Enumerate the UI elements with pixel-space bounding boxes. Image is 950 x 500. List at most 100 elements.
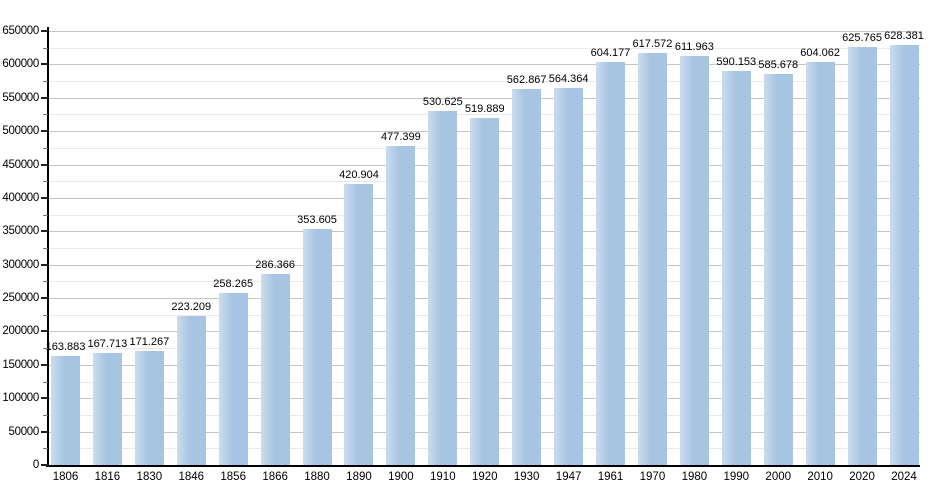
x-axis-tick-label: 2024 bbox=[891, 471, 917, 483]
bar-value-label: 477.399 bbox=[381, 131, 421, 143]
y-axis-tick bbox=[41, 163, 48, 166]
y-axis-minor-tick bbox=[43, 381, 48, 383]
y-axis-tick bbox=[41, 30, 48, 32]
y-axis-tick bbox=[41, 330, 48, 333]
y-axis-minor-tick bbox=[43, 281, 48, 283]
x-axis-tick-label: 1990 bbox=[723, 471, 750, 483]
y-axis-tick bbox=[41, 464, 48, 466]
bar bbox=[218, 293, 248, 465]
bar bbox=[260, 274, 290, 465]
y-axis-minor-tick bbox=[43, 181, 48, 183]
bar bbox=[344, 184, 374, 465]
x-axis-tick-label: 1930 bbox=[513, 471, 540, 483]
y-axis-minor-tick bbox=[43, 414, 48, 416]
y-axis-tick bbox=[41, 363, 48, 366]
bar-value-label: 353.605 bbox=[297, 214, 337, 226]
bar-value-label: 223.209 bbox=[171, 301, 212, 313]
y-axis-tick-label: 100000 bbox=[2, 392, 39, 405]
bar bbox=[51, 356, 80, 465]
y-axis-tick bbox=[41, 230, 48, 233]
y-axis-tick-label: 350000 bbox=[2, 225, 39, 238]
bar-value-label: 562.867 bbox=[506, 74, 547, 86]
bar-value-label: 420.904 bbox=[339, 169, 379, 181]
y-axis-tick-label: 200000 bbox=[2, 325, 39, 338]
x-axis-tick-label: 1961 bbox=[597, 471, 624, 483]
y-axis-minor-tick bbox=[43, 147, 48, 149]
y-axis-minor-tick bbox=[43, 314, 48, 316]
y-axis-tick-label: 150000 bbox=[2, 358, 39, 371]
bar bbox=[386, 146, 416, 465]
x-axis-tick-label: 2010 bbox=[807, 471, 833, 483]
y-axis-minor-tick bbox=[43, 248, 48, 249]
y-axis-tick bbox=[41, 430, 48, 433]
x-axis-tick-label: 1910 bbox=[430, 471, 456, 483]
bar bbox=[428, 111, 458, 465]
y-axis-tick bbox=[41, 263, 48, 266]
x-axis-tick-label: 1806 bbox=[52, 471, 79, 483]
bar bbox=[470, 118, 500, 465]
x-axis-tick-label: 2020 bbox=[849, 471, 875, 483]
bar-value-label: 167.713 bbox=[87, 338, 128, 350]
grid-line-major bbox=[48, 31, 920, 32]
bar-value-label: 628.381 bbox=[884, 30, 924, 42]
bar-value-label: 171.267 bbox=[129, 336, 170, 348]
x-axis-tick-label: 1947 bbox=[555, 471, 582, 483]
x-axis-tick-label: 1920 bbox=[471, 471, 498, 483]
grid-line-major bbox=[48, 64, 920, 66]
y-axis-minor-tick bbox=[43, 47, 48, 49]
y-axis-tick bbox=[41, 63, 48, 66]
bar-value-label: 258.265 bbox=[213, 278, 254, 290]
bar bbox=[554, 88, 584, 465]
bar bbox=[763, 74, 793, 465]
bar-value-label: 625.765 bbox=[842, 32, 882, 44]
bar bbox=[134, 351, 164, 465]
y-axis-minor-tick bbox=[43, 81, 48, 83]
y-axis-tick-label: 650000 bbox=[2, 25, 39, 37]
bar bbox=[805, 62, 835, 465]
grid-line-major bbox=[48, 97, 920, 99]
bar bbox=[889, 45, 919, 465]
y-axis-tick-label: 550000 bbox=[2, 91, 39, 104]
y-axis-tick-label: 500000 bbox=[2, 125, 39, 138]
y-axis-tick-label: 400000 bbox=[2, 191, 39, 204]
bar bbox=[302, 229, 332, 465]
bar-value-label: 163.883 bbox=[45, 341, 86, 353]
y-axis-tick bbox=[41, 96, 48, 99]
x-axis-tick-label: 1830 bbox=[136, 471, 163, 483]
y-axis-tick-label: 300000 bbox=[2, 258, 39, 271]
x-axis-tick-label: 1900 bbox=[388, 471, 414, 483]
grid-line-minor bbox=[48, 81, 920, 83]
y-axis-tick-label: 250000 bbox=[2, 292, 39, 305]
x-axis-tick-label: 1980 bbox=[681, 471, 708, 483]
x-axis-tick-label: 1866 bbox=[262, 471, 288, 483]
bar-value-label: 604.177 bbox=[590, 47, 631, 59]
y-axis-tick bbox=[41, 297, 48, 300]
bar bbox=[679, 56, 709, 465]
plot-area: 163.883 167.713 171.267 223.209 258.265 286.3… bbox=[46, 30, 924, 465]
y-axis-line bbox=[47, 27, 49, 467]
bar bbox=[92, 353, 122, 465]
bar-value-label: 519.889 bbox=[464, 103, 505, 115]
bar bbox=[596, 62, 626, 465]
bar-value-label: 564.364 bbox=[548, 73, 589, 85]
bar-value-label: 604.062 bbox=[800, 47, 841, 59]
bar bbox=[512, 89, 542, 465]
y-axis-minor-tick bbox=[43, 448, 48, 450]
x-axis-tick-label: 2000 bbox=[765, 471, 792, 483]
bar-value-label: 611.963 bbox=[674, 41, 714, 53]
x-axis-tick-label: 1970 bbox=[639, 471, 666, 483]
y-axis-tick bbox=[41, 397, 48, 400]
y-axis-tick-label: 450000 bbox=[2, 158, 39, 171]
bar bbox=[176, 316, 206, 465]
y-axis-minor-tick bbox=[43, 348, 48, 350]
bar-value-label: 617.572 bbox=[632, 38, 673, 50]
x-axis-tick-label: 1816 bbox=[94, 471, 121, 483]
x-axis-line bbox=[46, 465, 920, 467]
y-axis-tick bbox=[41, 130, 48, 133]
bar-value-label: 590.153 bbox=[716, 56, 757, 68]
x-axis-tick-label: 1890 bbox=[346, 471, 372, 483]
bar-value-label: 286.366 bbox=[255, 259, 295, 271]
grid-line-minor bbox=[48, 47, 920, 49]
bar bbox=[637, 53, 667, 465]
